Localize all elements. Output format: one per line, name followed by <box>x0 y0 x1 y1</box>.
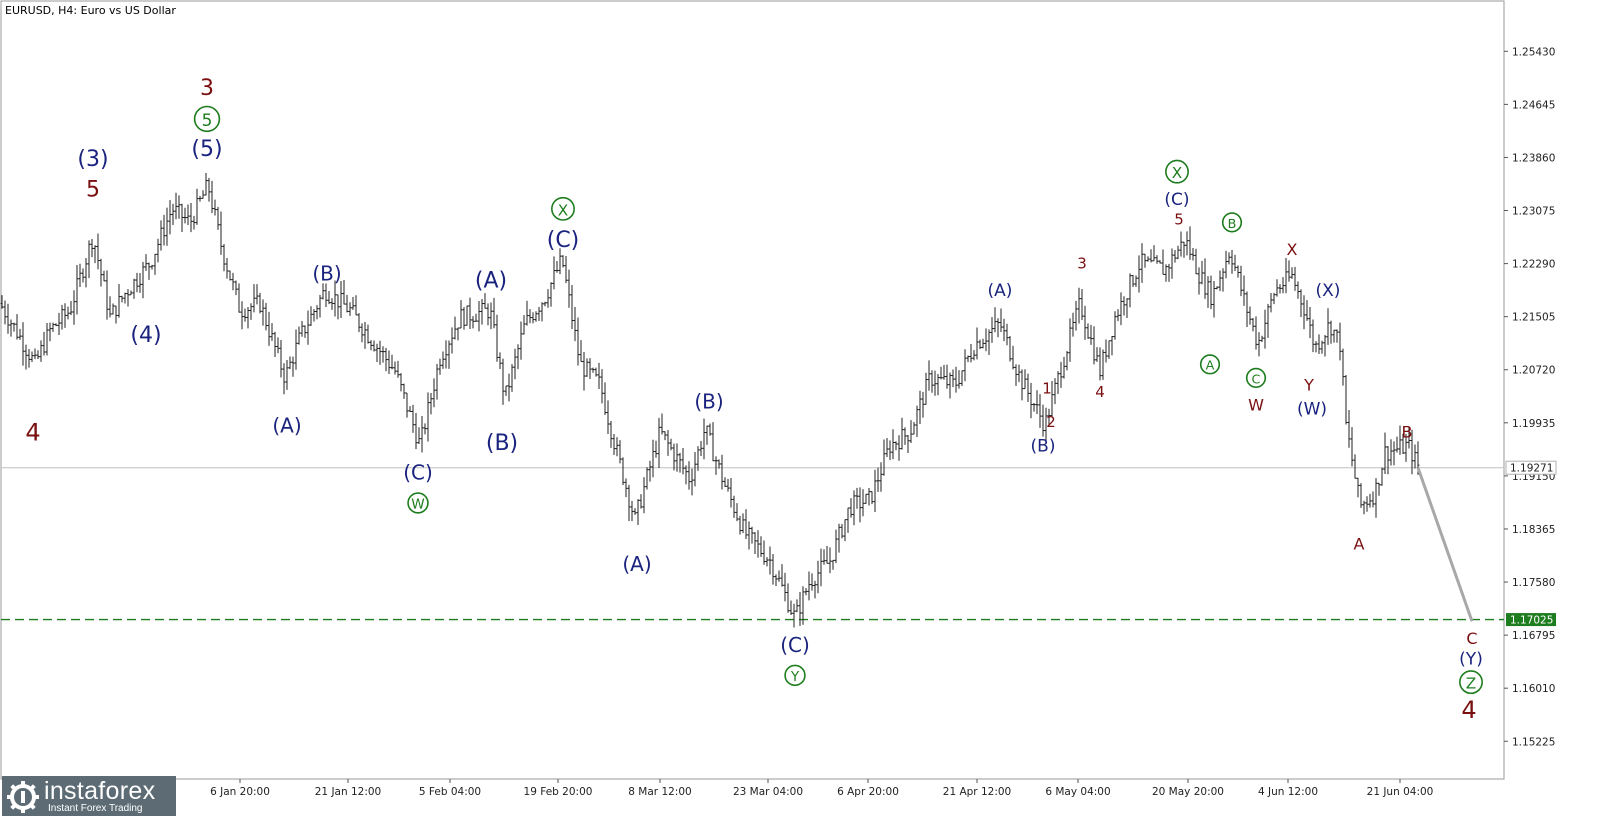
price-tick-label: 1.20720 <box>1512 365 1555 377</box>
price-tick-label: 1.21505 <box>1512 312 1555 324</box>
wave-label: 2 <box>1046 413 1056 431</box>
price-tick-label: 1.16010 <box>1512 683 1555 695</box>
time-tick-label: 21 Apr 12:00 <box>943 786 1011 798</box>
wave-label: (B) <box>694 390 723 414</box>
wave-label: (A) <box>272 413 301 437</box>
wave-label: (A) <box>475 269 507 294</box>
wave-label: Y <box>790 669 800 685</box>
time-tick-label: 8 Mar 12:00 <box>628 786 691 798</box>
price-tick-label: 1.22290 <box>1512 259 1555 271</box>
wave-label: 3 <box>1077 254 1087 272</box>
wave-label-circle <box>193 105 221 133</box>
wave-label: (C) <box>547 228 580 253</box>
wave-label: 1 <box>1042 379 1052 397</box>
price-tick-label: 1.15225 <box>1512 736 1555 748</box>
wave-label: A <box>1354 534 1365 553</box>
wave-label-circle <box>1199 354 1221 375</box>
wave-label: 5 <box>202 111 213 131</box>
time-tick-label: 19 Feb 20:00 <box>524 786 593 798</box>
price-tick-label: 1.18365 <box>1512 524 1555 536</box>
wave-label: (A) <box>988 281 1013 301</box>
price-bars <box>0 172 1420 628</box>
wave-label: (Y) <box>1459 650 1483 670</box>
wave-label: 5 <box>86 177 100 202</box>
gear-icon <box>7 781 39 813</box>
wave-label-circle <box>1245 367 1267 388</box>
projection-line <box>1416 467 1474 622</box>
wave-label: X <box>558 201 568 219</box>
wave-label-circle <box>1221 212 1243 233</box>
wave-label: (3) <box>77 147 108 172</box>
wave-label-circle <box>407 492 429 514</box>
instaforex-logo: instaforex Instant Forex Trading <box>2 776 176 816</box>
wave-label: (C) <box>1164 190 1189 210</box>
target-level-tag-label: 1.17025 <box>1510 615 1553 627</box>
wave-label: (B) <box>312 261 341 285</box>
time-tick-label: 6 May 04:00 <box>1045 786 1110 798</box>
time-tick-label: 5 Feb 04:00 <box>419 786 481 798</box>
time-axis: 6 Jan 20:00 21 Jan 12:00 5 Feb 04:00 19 Feb… <box>210 779 1433 798</box>
price-tags: 1.19271 1.17025 <box>1505 460 1557 627</box>
current-price-tag-label: 1.19271 <box>1510 463 1553 475</box>
wave-label: Z <box>1466 675 1476 693</box>
wave-label: C <box>1466 629 1477 648</box>
time-tick-label: 21 Jan 12:00 <box>315 786 381 798</box>
time-tick-label: 23 Mar 04:00 <box>733 786 803 798</box>
price-tick-label: 1.24645 <box>1512 99 1555 111</box>
wave-label: (W) <box>1297 399 1327 419</box>
time-tick-label: 6 Jan 20:00 <box>210 786 270 798</box>
wave-label: W <box>1248 396 1264 415</box>
wave-label: (5) <box>191 137 222 162</box>
wave-label: B <box>1402 423 1413 442</box>
wave-label: (A) <box>622 552 651 576</box>
time-tick-label: 6 Apr 20:00 <box>837 786 899 798</box>
current-price-tag <box>1505 460 1557 475</box>
wave-label: (C) <box>403 461 433 485</box>
logo-brand: instaforex <box>44 777 156 805</box>
wave-label: C <box>1252 372 1261 387</box>
wave-label: 4 <box>1095 383 1105 401</box>
wave-label-circle <box>1165 159 1189 184</box>
wave-label: (X) <box>1316 281 1341 301</box>
price-tick-label: 1.25430 <box>1512 46 1555 58</box>
wave-label-circle <box>1459 670 1483 695</box>
wave-label: (C) <box>780 633 810 657</box>
price-tick-label: 1.16795 <box>1512 630 1555 642</box>
price-tick-label: 1.19935 <box>1512 418 1555 430</box>
chart-title: EURUSD, H4: Euro vs US Dollar <box>5 4 176 17</box>
time-tick-label: 4 Jun 12:00 <box>1258 786 1318 798</box>
price-axis: 1.25430 1.24645 1.23860 1.23075 1.22290 1.215… <box>1504 46 1555 748</box>
time-tick-label: 20 May 20:00 <box>1152 786 1224 798</box>
price-tick-label: 1.23075 <box>1512 206 1555 218</box>
price-tick-label: 1.17580 <box>1512 577 1555 589</box>
wave-label: (B) <box>486 431 518 456</box>
price-tick-label: 1.23860 <box>1512 152 1555 164</box>
time-tick-label: 21 Jun 04:00 <box>1367 786 1434 798</box>
logo-tagline: Instant Forex Trading <box>48 803 143 814</box>
wave-label: Y <box>1303 375 1314 394</box>
wave-label: (B) <box>1031 437 1056 457</box>
wave-label: 4 <box>25 419 40 447</box>
wave-label: W <box>411 497 424 513</box>
wave-label: X <box>1172 164 1182 182</box>
plot-area <box>0 0 1505 780</box>
wave-label: X <box>1287 240 1298 259</box>
wave-label: 4 <box>1461 696 1476 724</box>
wave-label: B <box>1228 217 1237 232</box>
wave-label: 3 <box>200 76 214 101</box>
wave-label: A <box>1206 359 1215 374</box>
wave-label: (4) <box>130 323 161 348</box>
wave-labels: 4 (3) 5 (4) 3 5 (5) (A) (B) (C) W (A) (B) X (C) (A) (B) (… <box>25 76 1483 724</box>
wave-label-circle <box>551 196 575 221</box>
target-level-tag <box>1506 613 1556 627</box>
wave-label-circle <box>784 664 806 687</box>
wave-label: 5 <box>1174 210 1184 228</box>
